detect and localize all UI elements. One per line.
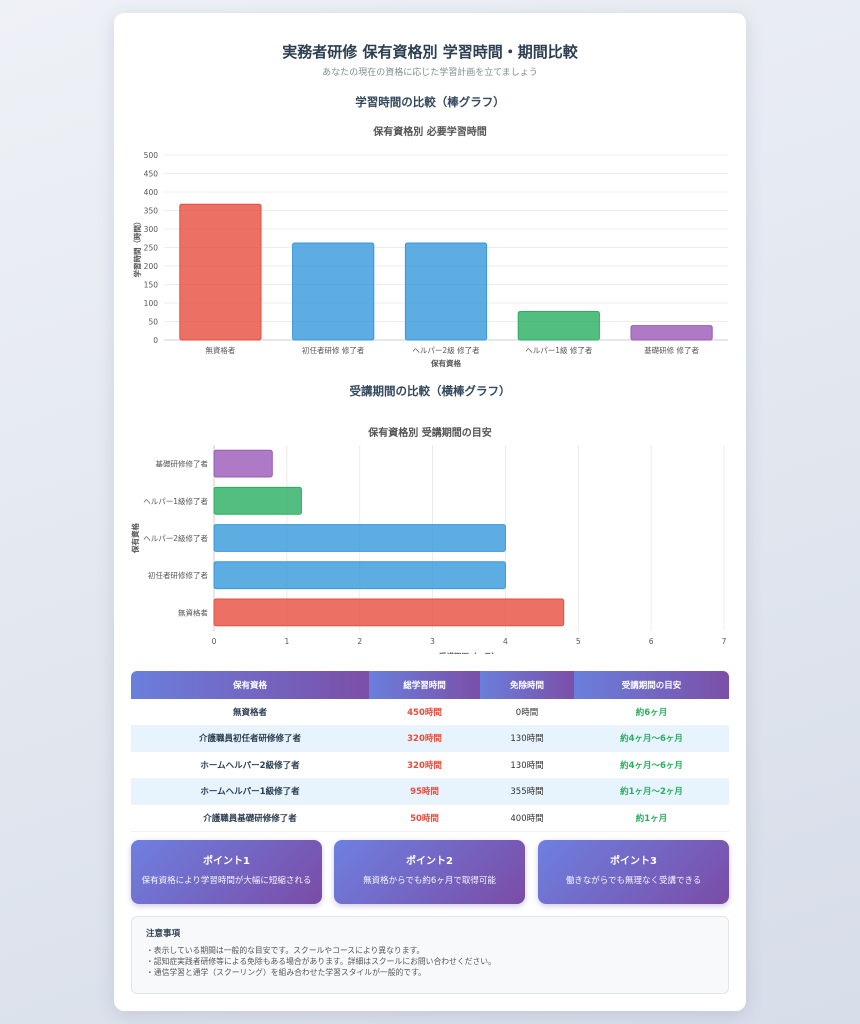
x-tick-label: ヘルパー2級 修了者 [412, 345, 480, 355]
x-tick-label: 基礎研修 修了者 [644, 345, 699, 355]
bar-section-title: 学習時間の比較（棒グラフ） [355, 95, 505, 109]
qualification-cell: 無資格者 [131, 699, 369, 726]
points-row: ポイント1 保有資格により学習時間が大幅に短縮される ポイント2 無資格からでも… [131, 840, 729, 904]
y-tick-label: 基礎研修修了者 [156, 459, 209, 469]
point-card: ポイント3 働きながらでも無理なく受講できる [538, 840, 729, 904]
table-header: 総学習時間 [369, 671, 480, 699]
x-tick-label: 5 [576, 637, 581, 646]
note-item: ・表示している期間は一般的な目安です。スクールやコースにより異なります。 [146, 946, 425, 955]
x-axis-label: 受講期間（ヶ月） [439, 651, 499, 654]
note-item: ・認知症実践者研修等による免除もある場合があります。詳細はスクールにお問い合わせ… [146, 957, 496, 966]
total-hours-cell: 95時間 [369, 778, 480, 805]
y-tick-label: ヘルパー1級修了者 [143, 496, 208, 506]
qualification-cell: ホームヘルパー1級修了者 [131, 778, 369, 805]
point-title: ポイント3 [610, 856, 657, 867]
y-tick-label: 無資格者 [178, 607, 208, 617]
point-text: 働きながらでも無理なく受講できる [565, 876, 702, 886]
period-cell: 約4ヶ月～6ヶ月 [574, 725, 729, 752]
point-title: ポイント2 [406, 856, 453, 867]
notes-box: 注意事項 ・表示している期間は一般的な目安です。スクールやコースにより異なります… [131, 916, 729, 994]
point-text: 保有資格により学習時間が大幅に短縮される [141, 876, 312, 886]
point-card: ポイント2 無資格からでも約6ヶ月で取得可能 [334, 840, 525, 904]
y-tick-label: 400 [144, 188, 159, 197]
total-hours-cell: 50時間 [369, 804, 480, 832]
table-row: 介護職員初任者研修修了者 320時間 130時間 約4ヶ月～6ヶ月 [131, 725, 729, 752]
bar [404, 242, 488, 341]
x-tick-label: 0 [212, 637, 217, 646]
table-row: 介護職員基礎研修修了者 50時間 400時間 約1ヶ月 [131, 804, 729, 832]
bar [213, 598, 565, 627]
bar [292, 242, 375, 341]
y-tick-label: 初任者研修修了者 [148, 570, 208, 580]
period-cell: 約1ヶ月 [574, 804, 729, 832]
y-tick-label: 250 [144, 244, 159, 253]
qualification-cell: ホームヘルパー2級修了者 [131, 751, 369, 779]
x-tick-label: 7 [722, 637, 727, 646]
x-tick-label: ヘルパー1級 修了者 [525, 345, 593, 355]
x-tick-label: 6 [649, 637, 654, 646]
y-tick-label: 50 [148, 318, 158, 327]
exempt-hours-cell: 400時間 [480, 804, 574, 832]
exempt-hours-cell: 355時間 [480, 778, 574, 805]
table-row: ホームヘルパー1級修了者 95時間 355時間 約1ヶ月～2ヶ月 [131, 778, 729, 805]
y-axis-label: 学習時間（時間） [132, 218, 142, 278]
y-axis-label: 保有資格 [130, 523, 140, 554]
y-tick-label: 200 [144, 262, 159, 271]
bar [213, 561, 506, 590]
chart-title: 保有資格別 必要学習時間 [372, 125, 486, 138]
point-title: ポイント1 [203, 856, 250, 867]
x-tick-label: 4 [503, 637, 508, 646]
total-hours-cell: 320時間 [369, 725, 480, 752]
qualification-cell: 介護職員基礎研修修了者 [131, 804, 369, 832]
page-title: 実務者研修 保有資格別 学習時間・期間比較 [282, 43, 578, 61]
chart-title: 保有資格別 受講期間の目安 [367, 426, 491, 439]
notes-title: 注意事項 [146, 929, 181, 939]
bar [179, 203, 262, 341]
bar [213, 524, 506, 552]
x-tick-label: 2 [357, 637, 362, 646]
horizontal-bar-chart: 保有資格別 受講期間の目安 0 1 2 3 4 5 6 7 基礎研修修了者ヘルパー1級修了者ヘルパ… [130, 426, 727, 654]
y-tick-label: 350 [144, 207, 159, 216]
exempt-hours-cell: 0時間 [480, 699, 574, 726]
bar [213, 449, 273, 478]
hbar-section-title: 受講期間の比較（横棒グラフ） [349, 384, 511, 398]
point-text: 無資格からでも約6ヶ月で取得可能 [363, 876, 496, 886]
y-tick-label: 100 [144, 299, 159, 308]
y-tick-label: 450 [144, 170, 159, 179]
table-row: 無資格者 450時間 0時間 約6ヶ月 [131, 699, 729, 726]
y-tick-label: 500 [144, 151, 159, 160]
notes-list: ・表示している期間は一般的な目安です。スクールやコースにより異なります。 ・認知… [146, 945, 496, 978]
exempt-hours-cell: 130時間 [480, 725, 574, 752]
period-cell: 約1ヶ月～2ヶ月 [574, 778, 729, 805]
x-tick-label: 1 [284, 637, 289, 646]
point-card: ポイント1 保有資格により学習時間が大幅に短縮される [131, 840, 322, 904]
table-header: 保有資格 [131, 671, 369, 699]
bar [630, 325, 713, 341]
table-header-row: 保有資格 総学習時間 免除時間 受講期間の目安 [131, 671, 729, 699]
x-tick-label: 無資格者 [205, 345, 235, 355]
period-cell: 約4ヶ月～6ヶ月 [574, 751, 729, 779]
x-tick-label: 初任者研修 修了者 [302, 345, 365, 355]
total-hours-cell: 320時間 [369, 751, 480, 779]
y-tick-label: 300 [144, 225, 159, 234]
y-tick-label: ヘルパー2級修了者 [143, 533, 208, 543]
qualification-cell: 介護職員初任者研修修了者 [131, 725, 369, 752]
bar [213, 486, 302, 515]
x-tick-label: 3 [430, 637, 435, 646]
y-tick-label: 0 [153, 336, 158, 345]
bar [517, 311, 600, 341]
total-hours-cell: 450時間 [369, 699, 480, 726]
table-row: ホームヘルパー2級修了者 320時間 130時間 約4ヶ月～6ヶ月 [131, 751, 729, 779]
y-tick-label: 150 [144, 281, 159, 290]
note-item: ・通信学習と通学（スクーリング）を組み合わせた学習スタイルが一般的です。 [146, 968, 426, 977]
qualification-table: 保有資格 総学習時間 免除時間 受講期間の目安 無資格者 450時間 0時間 約… [131, 671, 729, 832]
bar-chart: 保有資格別 必要学習時間 0 50 100 150 200 250 300 350 400 450 5… [132, 125, 728, 368]
exempt-hours-cell: 130時間 [480, 751, 574, 779]
table-header: 受講期間の目安 [574, 671, 729, 699]
period-cell: 約6ヶ月 [574, 699, 729, 726]
x-axis-label: 保有資格 [430, 358, 461, 368]
main-card: 実務者研修 保有資格別 学習時間・期間比較 あなたの現在の資格に応じた学習計画を… [114, 13, 746, 1011]
page-subtitle: あなたの現在の資格に応じた学習計画を立てましょう [322, 68, 538, 78]
table-header: 免除時間 [480, 671, 574, 699]
